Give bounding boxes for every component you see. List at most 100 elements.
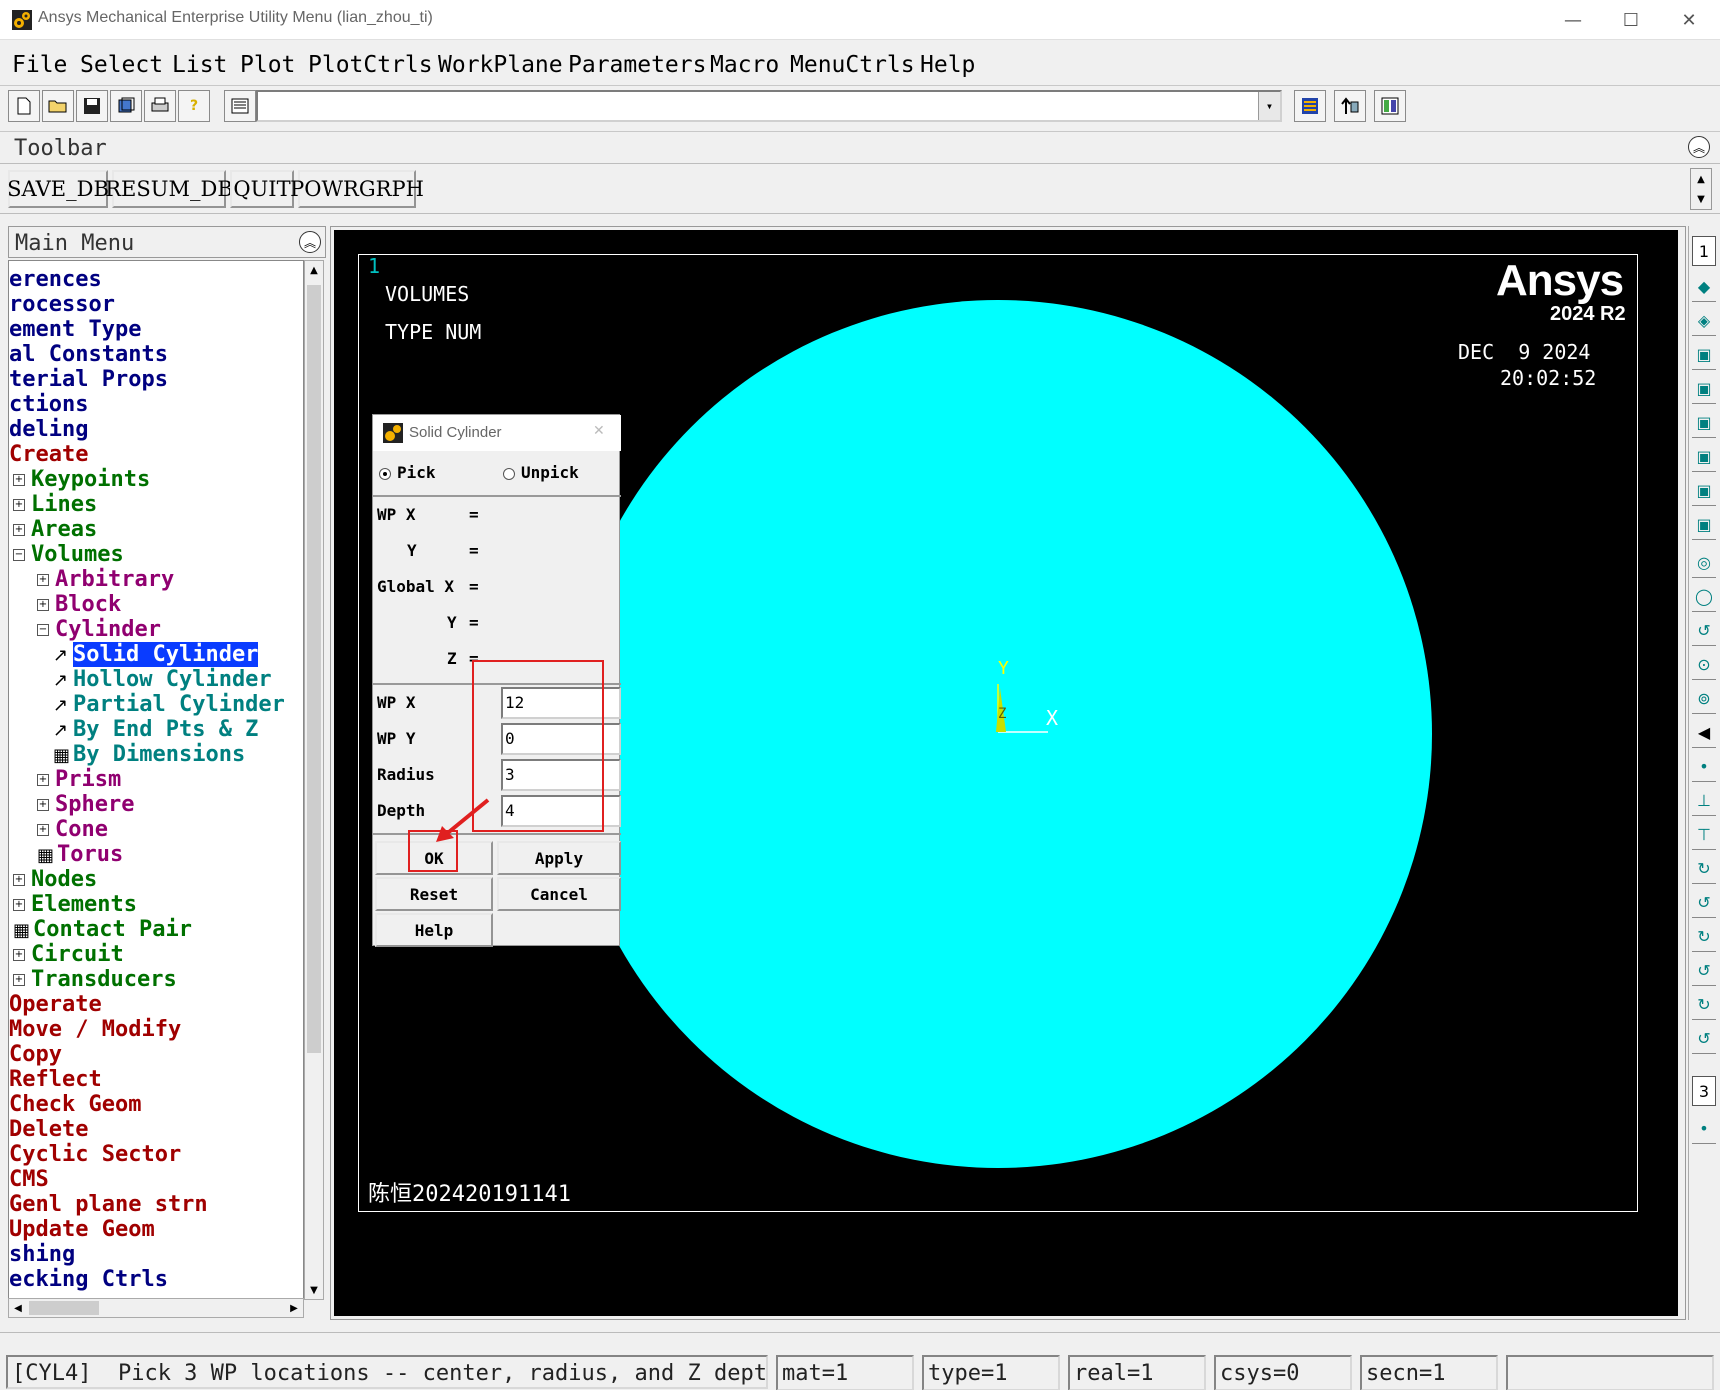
menu-workplane[interactable]: WorkPlane xyxy=(438,52,563,78)
scroll-down-icon[interactable]: ▼ xyxy=(310,1284,318,1296)
radius-input[interactable]: 3 xyxy=(501,759,621,791)
main-menu-item[interactable]: Move / Modify xyxy=(9,1017,181,1042)
rotate-y-icon[interactable]: ↻ xyxy=(1692,922,1716,952)
quit-button[interactable]: QUIT xyxy=(230,170,294,208)
main-menu-item[interactable]: ▦ Contact Pair xyxy=(13,917,192,942)
command-dropdown-icon[interactable]: ▾ xyxy=(1258,92,1280,120)
back-view-icon[interactable]: ▣ xyxy=(1692,374,1716,404)
main-menu-item[interactable]: rocessor xyxy=(9,292,115,317)
main-menu-item[interactable]: Create xyxy=(9,442,88,467)
ok-button[interactable]: OK xyxy=(375,841,493,875)
main-menu-item[interactable]: ↗ By End Pts & Z xyxy=(53,717,258,742)
contact-manager-icon[interactable] xyxy=(1374,90,1406,122)
dynamic-mode-icon[interactable]: • xyxy=(1692,1114,1716,1144)
menu-select[interactable]: Select xyxy=(80,52,164,78)
main-menu-item[interactable]: − Cylinder xyxy=(37,617,161,642)
menu-list[interactable]: List xyxy=(172,52,228,78)
main-menu-item[interactable]: CMS xyxy=(9,1167,49,1192)
main-menu-item[interactable]: + Transducers xyxy=(13,967,177,992)
menu-macro[interactable]: Macro xyxy=(710,52,780,78)
main-menu-item[interactable]: Reflect xyxy=(9,1067,102,1092)
expand-icon[interactable]: + xyxy=(37,599,49,611)
pan-left-icon[interactable]: ◀ xyxy=(1692,718,1716,748)
minimize-button[interactable]: — xyxy=(1564,9,1582,31)
main-menu-item[interactable]: + Areas xyxy=(13,517,97,542)
main-menu-item[interactable]: ▦ Torus xyxy=(37,842,123,867)
main-menu-item[interactable]: + Nodes xyxy=(13,867,97,892)
cancel-button[interactable]: Cancel xyxy=(497,877,621,911)
raise-hidden-icon[interactable] xyxy=(1294,90,1326,122)
help-button[interactable]: Help xyxy=(375,913,493,947)
main-menu-item[interactable]: Operate xyxy=(9,992,102,1017)
expand-icon[interactable]: + xyxy=(37,574,49,586)
pan-zoom-rotate-icon[interactable] xyxy=(110,90,142,122)
rotate-z-icon[interactable]: ↻ xyxy=(1692,990,1716,1020)
main-menu-item[interactable]: + Arbitrary xyxy=(37,567,174,592)
main-menu-item[interactable]: Check Geom xyxy=(9,1092,141,1117)
window-one-button[interactable]: 1 xyxy=(1692,236,1716,266)
toolbar-scrollbar[interactable]: ▲ ▼ xyxy=(1690,168,1712,210)
main-menu-item[interactable]: + Circuit xyxy=(13,942,124,967)
print-icon[interactable] xyxy=(144,90,176,122)
collapse-toolbar-icon[interactable]: ︽ xyxy=(1688,136,1710,158)
collapse-icon[interactable]: − xyxy=(13,549,25,561)
maximize-button[interactable]: ☐ xyxy=(1622,9,1640,31)
main-menu-item[interactable]: + Sphere xyxy=(37,792,134,817)
main-menu-item[interactable]: al Constants xyxy=(9,342,168,367)
powrgrph-button[interactable]: POWRGRPH xyxy=(290,170,424,208)
rotate-x-icon[interactable]: ↻ xyxy=(1692,854,1716,884)
zoom-back-icon[interactable]: ↺ xyxy=(1692,616,1716,646)
pan-down-icon[interactable]: ⊤ xyxy=(1692,820,1716,850)
scroll-left-icon[interactable]: ◀ xyxy=(14,1302,22,1314)
main-menu-item[interactable]: + Block xyxy=(37,592,121,617)
scroll-up-icon[interactable]: ▲ xyxy=(1697,173,1705,185)
expand-icon[interactable]: + xyxy=(13,524,25,536)
main-menu-item[interactable]: ↗ Solid Cylinder xyxy=(53,642,259,667)
expand-icon[interactable]: + xyxy=(13,949,25,961)
pick-radio[interactable]: Pick xyxy=(379,463,436,482)
main-menu-item[interactable]: Delete xyxy=(9,1117,88,1142)
fit-view-icon[interactable]: ◎ xyxy=(1692,548,1716,578)
zoom-icon[interactable]: ◯ xyxy=(1692,582,1716,612)
expand-icon[interactable]: + xyxy=(37,799,49,811)
graphics-window[interactable] xyxy=(334,230,1678,1316)
command-prompt-icon[interactable] xyxy=(224,90,256,122)
scroll-up-icon[interactable]: ▲ xyxy=(310,264,318,276)
front-view-icon[interactable]: ▣ xyxy=(1692,340,1716,370)
oblique-view-icon[interactable]: ◈ xyxy=(1692,306,1716,336)
menu-file[interactable]: File xyxy=(12,52,68,78)
reset-picking-icon[interactable] xyxy=(1334,90,1366,122)
main-menu-item[interactable]: + Lines xyxy=(13,492,97,517)
left-view-icon[interactable]: ▣ xyxy=(1692,510,1716,540)
expand-icon[interactable]: + xyxy=(13,874,25,886)
scroll-right-icon[interactable]: ▶ xyxy=(290,1302,298,1314)
help-icon[interactable]: ? xyxy=(178,90,210,122)
rotate-x-neg-icon[interactable]: ↺ xyxy=(1692,888,1716,918)
collapse-main-menu-icon[interactable]: ︽ xyxy=(299,231,321,253)
main-menu-item[interactable]: terial Props xyxy=(9,367,168,392)
wp-x-input[interactable]: 12 xyxy=(501,687,621,719)
dialog-close-button[interactable]: ✕ xyxy=(593,423,605,439)
new-file-icon[interactable] xyxy=(8,90,40,122)
main-menu-item[interactable]: ↗ Hollow Cylinder xyxy=(53,667,272,692)
main-menu-vertical-scrollbar[interactable]: ▲ ▼ xyxy=(304,260,324,1300)
main-menu-item[interactable]: + Cone xyxy=(37,817,108,842)
main-menu-item[interactable]: ement Type xyxy=(9,317,141,342)
pan-up-icon[interactable]: ⊥ xyxy=(1692,786,1716,816)
unpick-radio[interactable]: Unpick xyxy=(503,463,579,482)
collapse-icon[interactable]: − xyxy=(37,624,49,636)
scroll-down-icon[interactable]: ▼ xyxy=(1697,193,1705,205)
expand-icon[interactable]: + xyxy=(13,974,25,986)
menu-plot[interactable]: Plot xyxy=(240,52,296,78)
bottom-view-icon[interactable]: ▣ xyxy=(1692,442,1716,472)
expand-icon[interactable]: + xyxy=(13,899,25,911)
top-view-icon[interactable]: ▣ xyxy=(1692,408,1716,438)
main-menu-item[interactable]: Update Geom xyxy=(9,1217,155,1242)
right-view-icon[interactable]: ▣ xyxy=(1692,476,1716,506)
pan-right-icon[interactable]: • xyxy=(1692,752,1716,782)
close-button[interactable]: ✕ xyxy=(1681,9,1697,31)
main-menu-item[interactable]: Cyclic Sector xyxy=(9,1142,181,1167)
iso-view-icon[interactable]: ◆ xyxy=(1692,272,1716,302)
main-menu-item[interactable]: shing xyxy=(9,1242,75,1267)
expand-icon[interactable]: + xyxy=(37,824,49,836)
